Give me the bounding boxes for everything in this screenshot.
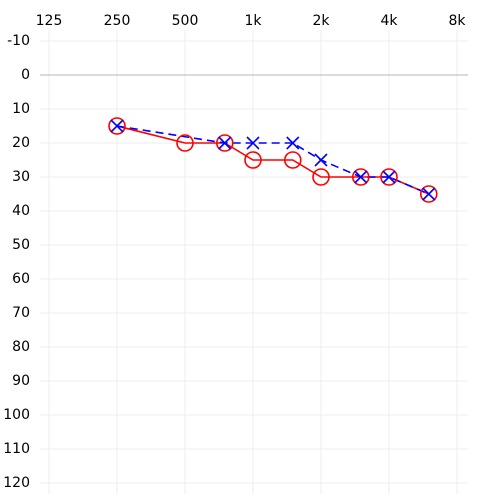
x-marker: [314, 153, 328, 167]
x-tick-label: 125: [36, 13, 63, 29]
y-tick-label: 0: [21, 67, 30, 83]
x-marker: [110, 119, 124, 133]
y-tick-label: 120: [3, 475, 30, 491]
circle-marker: [312, 168, 330, 186]
y-tick-label: 90: [12, 373, 30, 389]
x-tick-label: 250: [104, 13, 131, 29]
circle-marker: [244, 151, 262, 169]
circle-marker: [215, 134, 234, 152]
x-tick-label: 1k: [244, 13, 262, 29]
x-marker: [382, 170, 396, 184]
series-line: [116, 125, 430, 195]
x-tick-label: 4k: [380, 13, 398, 29]
y-tick-label: 40: [12, 203, 30, 219]
y-tick-label: 20: [12, 135, 30, 151]
y-tick-label: 70: [12, 305, 30, 321]
y-tick-label: 100: [3, 407, 30, 423]
y-tick-label: 60: [12, 271, 30, 287]
x-tick-label: 2k: [312, 13, 330, 29]
x-tick-label: 8k: [448, 13, 466, 29]
circle-marker: [419, 185, 438, 203]
y-tick-label: 10: [12, 101, 30, 117]
y-tick-label: 50: [12, 237, 30, 253]
y-tick-label: -10: [7, 33, 30, 49]
x-marker: [286, 136, 300, 150]
x-marker: [246, 136, 260, 150]
x-marker: [422, 187, 436, 201]
x-tick-label: 500: [172, 13, 199, 29]
y-tick-label: 110: [3, 441, 30, 457]
x-marker: [354, 170, 368, 184]
circle-marker: [176, 134, 194, 152]
circle-marker: [380, 168, 398, 186]
series-line: [116, 125, 430, 195]
circle-marker: [108, 117, 126, 135]
x-marker: [218, 136, 232, 150]
circle-marker: [351, 168, 370, 186]
circle-marker: [283, 151, 302, 169]
y-tick-label: 30: [12, 169, 30, 185]
y-tick-label: 80: [12, 339, 30, 355]
